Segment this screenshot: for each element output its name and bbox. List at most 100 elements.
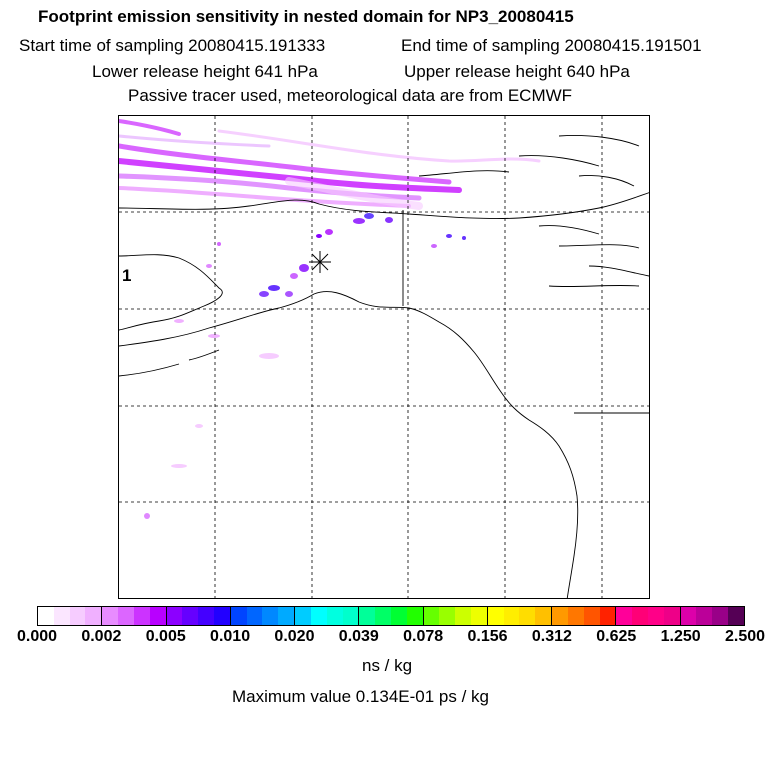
plume-band <box>217 129 541 163</box>
colorbar-segment <box>680 607 744 625</box>
colorbar-swatch <box>326 607 343 625</box>
colorbar-swatch <box>182 607 199 625</box>
colorbar-swatch <box>680 607 697 625</box>
colorbar-segment <box>166 607 231 625</box>
colorbar-swatch <box>118 607 134 625</box>
trajectory-label: 1 <box>122 266 132 285</box>
colorbar-swatch <box>149 607 166 625</box>
plume-patch <box>217 242 221 246</box>
plume-patch <box>174 319 184 323</box>
colorbar-tick-label: 0.078 <box>403 628 444 645</box>
start-time-label: Start time of sampling 20080415.191333 <box>19 36 326 55</box>
lower-height-label: Lower release height 641 hPa <box>92 62 318 81</box>
coastlines <box>119 135 649 598</box>
colorbar-swatch <box>439 607 456 625</box>
colorbar-tick-label: 0.020 <box>274 628 315 645</box>
plume-patch <box>285 291 293 297</box>
colorbar-segment <box>102 607 167 625</box>
plume-patch <box>353 218 365 224</box>
plume-patch <box>364 213 374 219</box>
tracer-note: Passive tracer used, meteorological data… <box>128 86 573 105</box>
plume-patch <box>325 229 333 235</box>
upper-height-label: Upper release height 640 hPa <box>404 62 630 81</box>
plume-patch <box>208 334 220 338</box>
graticule <box>119 116 649 598</box>
colorbar-swatch <box>69 607 86 625</box>
colorbar-segment <box>38 607 103 625</box>
colorbar-tick-label: 0.039 <box>338 628 379 645</box>
colorbar-swatch <box>295 607 311 625</box>
colorbar-swatch <box>552 607 568 625</box>
plume-patches <box>144 213 466 519</box>
colorbar-tick-label: 0.005 <box>145 628 186 645</box>
colorbar-swatch <box>616 607 633 625</box>
maximum-value-label: Maximum value 0.134E-01 ps / kg <box>232 687 490 706</box>
release-point-marker <box>309 251 331 273</box>
plume-patch <box>195 424 203 428</box>
colorbar-swatch <box>278 607 295 625</box>
colorbar-tick-label: 0.000 <box>16 628 58 645</box>
colorbar-swatch <box>246 607 263 625</box>
plume-band <box>285 177 423 210</box>
colorbar-swatch <box>423 607 440 625</box>
colorbar-swatch <box>406 607 423 625</box>
colorbar-swatch <box>166 607 183 625</box>
coastline-canada-islands <box>418 135 649 288</box>
colorbar-swatch <box>567 607 584 625</box>
plume-footprint <box>119 119 541 210</box>
colorbar-swatch <box>359 607 376 625</box>
colorbar-swatch <box>102 607 119 625</box>
colorbar-swatch <box>310 607 327 625</box>
colorbar-tick-label: 2.500 <box>724 628 766 645</box>
colorbar-swatch <box>230 607 247 625</box>
plot-title: Footprint emission sensitivity in nested… <box>38 7 574 26</box>
plume-band <box>119 143 452 185</box>
colorbar-swatch <box>455 607 472 625</box>
colorbar-swatch <box>696 607 713 625</box>
plume-patch <box>259 291 269 297</box>
plume-patch <box>446 234 452 238</box>
coastline-alaska-south <box>119 291 579 598</box>
plume-patch <box>385 217 393 223</box>
plume-band <box>119 134 271 148</box>
colorbar-tick-label: 1.250 <box>660 628 701 645</box>
colorbar-segment <box>423 607 488 625</box>
footprint-map <box>118 115 650 599</box>
colorbar-segment <box>230 607 296 625</box>
colorbar-swatch <box>648 607 664 625</box>
plume-band <box>119 158 462 193</box>
plume-patch <box>316 234 322 238</box>
colorbar-swatch <box>728 607 744 625</box>
colorbar-tick-label: 0.625 <box>596 628 637 645</box>
plume-patch <box>268 285 280 291</box>
coastline-aleutians <box>119 349 220 377</box>
plume-band <box>119 186 411 208</box>
colorbar-swatch <box>487 607 504 625</box>
colorbar-segment <box>359 607 424 625</box>
coastline-arctic <box>119 192 649 219</box>
colorbar-swatch <box>133 607 150 625</box>
colorbar-swatch <box>262 607 279 625</box>
colorbar-swatch <box>53 607 70 625</box>
colorbar-tick-label: 0.002 <box>81 628 122 645</box>
colorbar-swatch <box>213 607 230 625</box>
colorbar-swatch <box>503 607 520 625</box>
colorbar-segment <box>616 607 681 625</box>
colorbar-swatch <box>535 607 552 625</box>
plume-patch <box>259 353 279 359</box>
colorbar-swatch <box>712 607 729 625</box>
plume-patch <box>206 264 212 268</box>
colorbar-segment <box>552 607 617 625</box>
colorbar-swatch <box>85 607 102 625</box>
colorbar-swatch <box>583 607 600 625</box>
colorbar-swatch <box>471 607 487 625</box>
plume-patch <box>290 273 298 279</box>
plume-patch <box>462 236 466 240</box>
colorbar-swatch <box>599 607 616 625</box>
colorbar-swatch <box>390 607 407 625</box>
colorbar-swatch <box>663 607 680 625</box>
plume-band <box>119 119 181 136</box>
colorbar-swatch <box>342 607 359 625</box>
colorbar-tick-label: 0.156 <box>467 628 508 645</box>
colorbar-units: ns / kg <box>362 656 413 675</box>
